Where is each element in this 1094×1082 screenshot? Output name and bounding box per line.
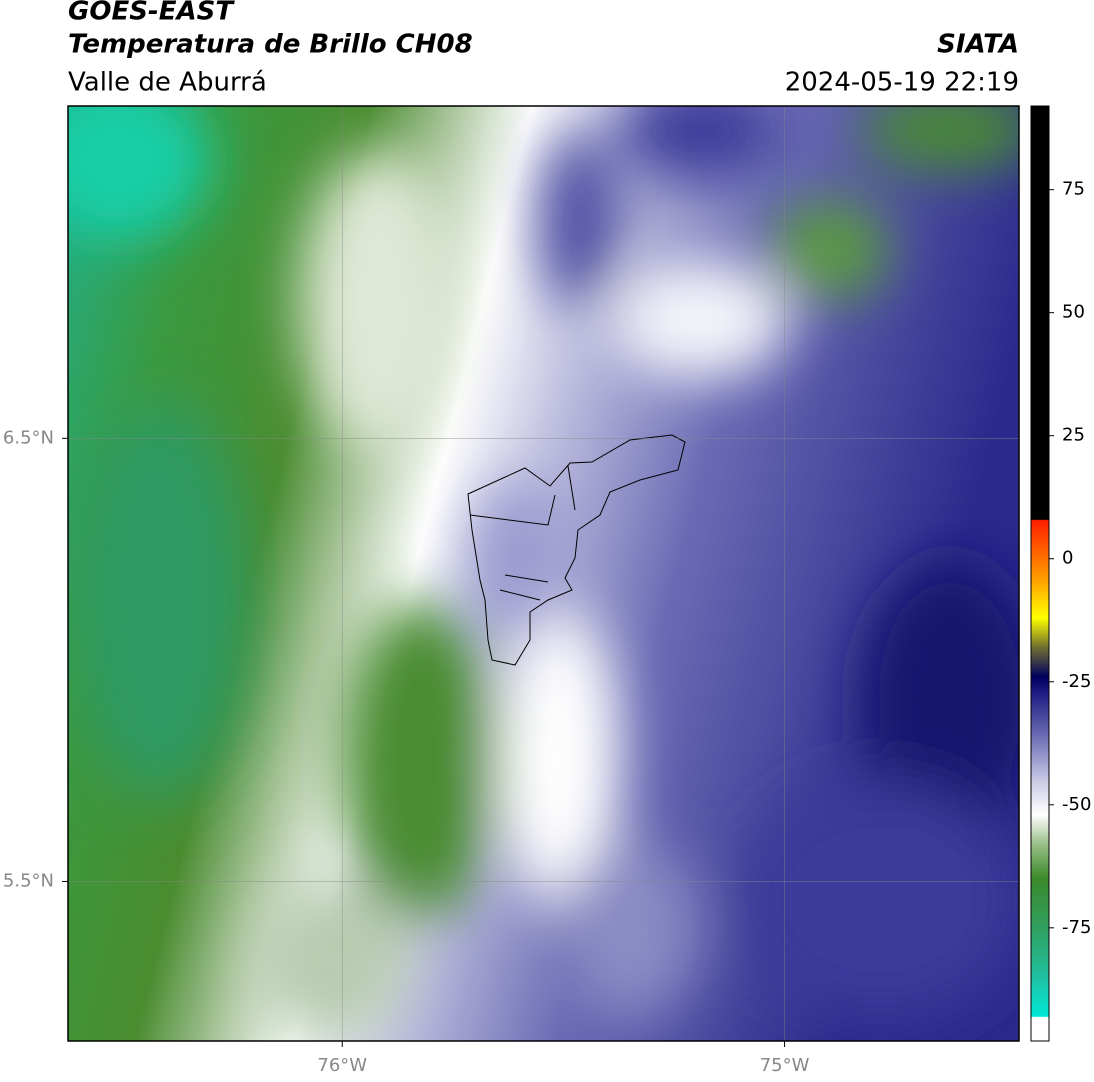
colorbar-tick-label: -75 bbox=[1062, 917, 1091, 938]
x-tick-label: 76°W bbox=[317, 1055, 367, 1076]
subtitle: Temperatura de Brillo CH08 bbox=[68, 30, 473, 60]
x-tick-label: 75°W bbox=[760, 1055, 810, 1076]
colorbar-tick-label: 50 bbox=[1062, 302, 1085, 323]
colorbar-tick-label: 75 bbox=[1062, 179, 1085, 200]
graticule bbox=[68, 106, 1019, 1041]
valley-boundaries bbox=[467, 434, 686, 666]
colorbar-tick-label: -25 bbox=[1062, 671, 1091, 692]
colorbar-tick-label: 25 bbox=[1062, 425, 1085, 446]
title: GOES-EAST bbox=[68, 0, 235, 27]
source: SIATA bbox=[937, 30, 1019, 60]
y-tick-label: 5.5°N bbox=[3, 870, 54, 891]
datetime: 2024-05-19 22:19 bbox=[785, 68, 1019, 98]
region: Valle de Aburrá bbox=[68, 68, 267, 98]
colorbar-tick-label: -50 bbox=[1062, 794, 1091, 815]
cloud-field bbox=[68, 106, 1019, 1040]
colorbar-tick-label: 0 bbox=[1062, 548, 1073, 569]
y-tick-label: 6.5°N bbox=[3, 427, 54, 448]
satellite-image bbox=[68, 106, 1019, 1041]
colorbar bbox=[1030, 105, 1050, 1042]
map-frame bbox=[67, 105, 1020, 1042]
